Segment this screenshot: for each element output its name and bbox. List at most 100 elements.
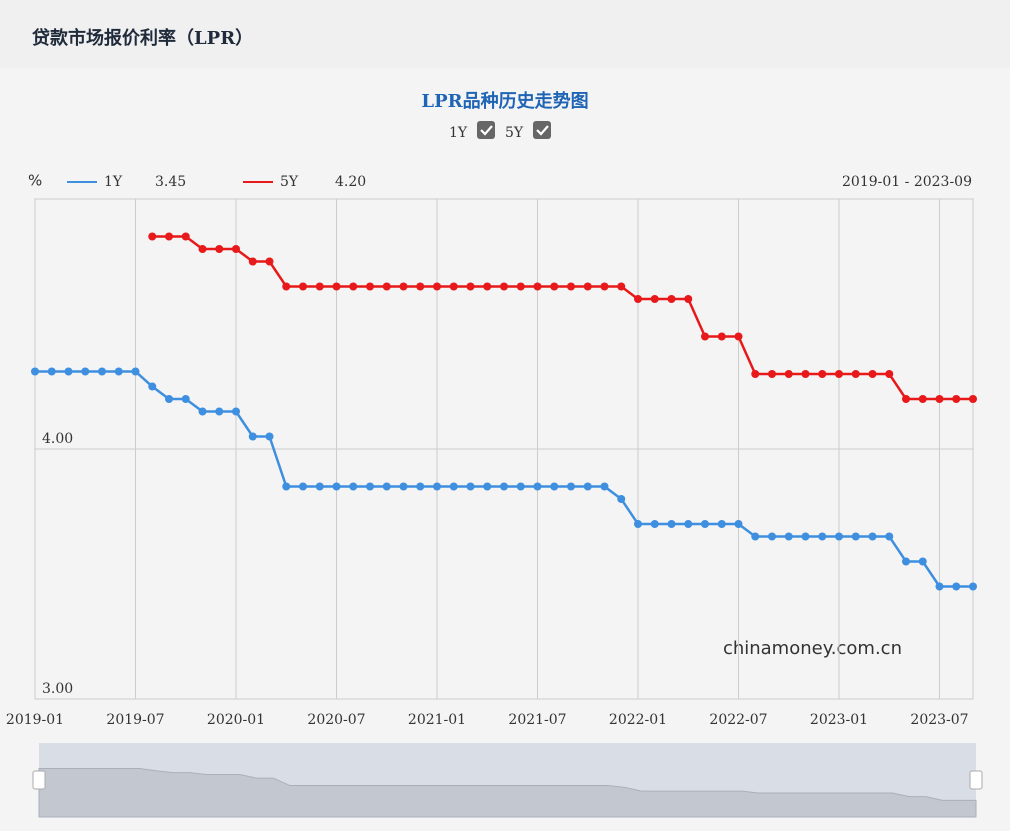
data-point <box>232 245 240 253</box>
data-point <box>600 482 609 491</box>
data-point <box>650 520 659 528</box>
data-point <box>315 482 324 491</box>
data-point <box>634 520 642 528</box>
data-point <box>650 295 659 303</box>
data-point <box>868 532 877 541</box>
data-point <box>734 332 743 341</box>
data-point <box>81 367 90 376</box>
data-point <box>332 482 341 491</box>
data-point <box>717 332 726 341</box>
data-point <box>818 370 827 378</box>
data-point <box>952 395 961 403</box>
data-point <box>47 367 56 376</box>
data-point <box>366 282 374 291</box>
data-point <box>717 520 726 528</box>
data-point <box>885 370 894 378</box>
legend-label: 1Y <box>104 174 123 190</box>
legend-value: 3.45 <box>155 174 186 190</box>
zoom-handle[interactable] <box>969 770 983 790</box>
data-point <box>533 282 542 291</box>
checkbox[interactable] <box>477 121 495 139</box>
data-point <box>433 482 441 491</box>
data-point <box>332 282 341 291</box>
data-point <box>784 532 793 541</box>
data-point <box>918 557 927 566</box>
data-point <box>835 532 843 541</box>
data-point <box>667 520 676 528</box>
data-point <box>801 370 810 378</box>
data-point <box>181 395 190 403</box>
data-point <box>751 370 760 378</box>
data-point <box>567 482 575 491</box>
data-point <box>667 295 676 303</box>
zoom-handle[interactable] <box>32 770 46 790</box>
toggle-label: 5Y <box>505 125 524 141</box>
data-point <box>516 282 525 291</box>
page-title: 贷款市场报价利率（LPR） <box>32 27 253 49</box>
data-point <box>483 482 492 491</box>
x-tick-label: 2023-01 <box>810 712 868 728</box>
data-point <box>165 232 173 241</box>
data-point <box>701 332 709 341</box>
x-tick-label: 2021-07 <box>508 712 566 728</box>
data-point <box>600 282 609 291</box>
data-point <box>617 495 626 503</box>
data-point <box>265 432 274 441</box>
x-tick-label: 2022-07 <box>709 712 767 728</box>
x-tick-label: 2019-07 <box>106 712 164 728</box>
data-point <box>583 282 592 291</box>
data-point <box>349 482 358 491</box>
x-tick-label: 2023-07 <box>910 712 968 728</box>
data-point <box>701 520 709 528</box>
data-point <box>969 582 977 591</box>
data-point <box>399 482 408 491</box>
series-line <box>35 370 973 588</box>
data-point <box>851 532 860 541</box>
data-point <box>382 482 391 491</box>
x-tick-label: 2021-01 <box>408 712 466 728</box>
data-point <box>315 282 324 291</box>
data-point <box>567 282 575 291</box>
data-point <box>768 370 776 378</box>
data-point <box>416 282 425 291</box>
data-point <box>818 532 827 541</box>
toggle-label: 1Y <box>449 125 468 141</box>
data-point <box>299 282 307 291</box>
range-label: 2019-01 - 2023-09 <box>842 174 972 190</box>
data-point <box>198 245 207 253</box>
data-point <box>382 282 391 291</box>
data-point <box>902 557 910 566</box>
data-point <box>583 482 592 491</box>
checkbox[interactable] <box>533 121 551 139</box>
data-point <box>902 395 910 403</box>
zoom-preview <box>38 768 977 818</box>
data-point <box>148 232 157 241</box>
data-point <box>952 582 961 591</box>
data-point <box>835 370 843 378</box>
data-point <box>751 532 760 541</box>
data-point <box>466 482 475 491</box>
data-point <box>98 367 106 376</box>
data-point <box>918 395 927 403</box>
y-unit: % <box>28 172 42 190</box>
data-point <box>868 370 877 378</box>
data-point <box>483 282 492 291</box>
x-tick-label: 2020-01 <box>207 712 265 728</box>
x-tick-label: 2019-01 <box>6 712 64 728</box>
y-tick-label: 4.00 <box>42 431 73 447</box>
data-point <box>466 282 475 291</box>
data-point <box>416 482 425 491</box>
data-point <box>198 407 207 416</box>
data-point <box>935 582 944 591</box>
data-point <box>366 482 374 491</box>
data-point <box>399 282 408 291</box>
legend-label: 5Y <box>280 174 299 190</box>
data-point <box>634 295 642 303</box>
data-point <box>516 482 525 491</box>
header-bg <box>0 0 1010 68</box>
data-point <box>784 370 793 378</box>
data-point <box>500 482 508 491</box>
data-point <box>935 395 944 403</box>
